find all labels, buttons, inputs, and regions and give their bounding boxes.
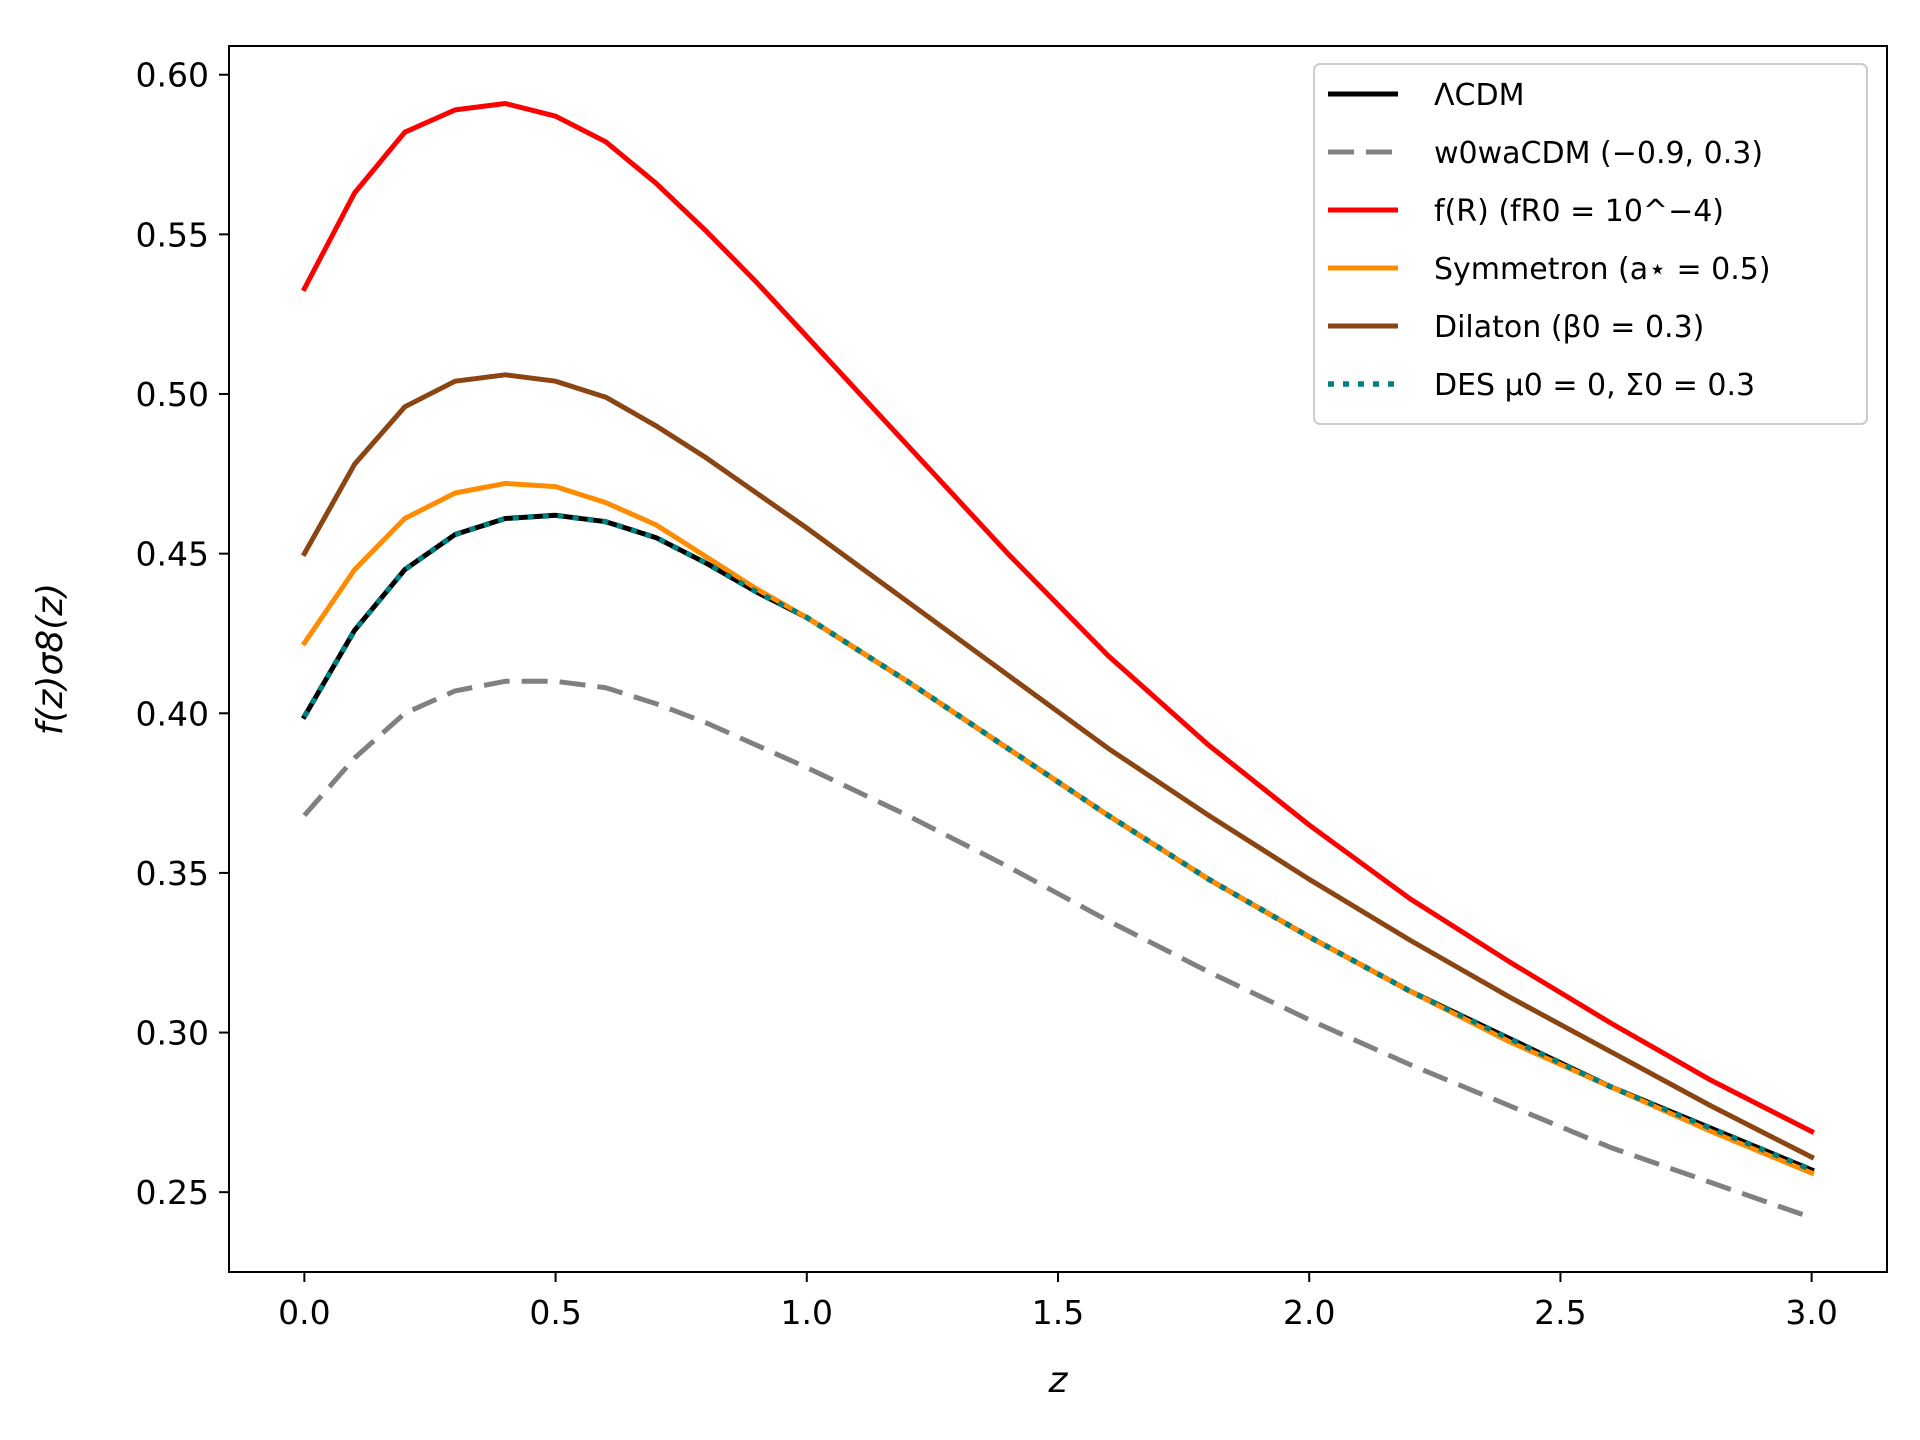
x-axis-label: z <box>1048 1360 1069 1401</box>
legend-label: ΛCDM <box>1434 78 1524 113</box>
y-tick-label: 0.40 <box>136 694 209 733</box>
y-axis: 0.25 0.30 0.35 0.40 0.45 0.50 0.55 0.60 <box>136 56 229 1212</box>
series-line-5 <box>302 512 1813 1173</box>
y-tick-label: 0.55 <box>136 215 209 254</box>
legend-label: Dilaton (β0 = 0.3) <box>1434 310 1704 345</box>
series-line-1 <box>302 678 1813 1221</box>
x-tick-label: 2.0 <box>1283 1293 1335 1332</box>
y-tick-label: 0.30 <box>136 1014 209 1053</box>
legend-label: w0waCDM (−0.9, 0.3) <box>1434 136 1763 171</box>
x-tick-label: 2.5 <box>1534 1293 1586 1332</box>
legend-label: Symmetron (a⋆ = 0.5) <box>1434 252 1771 287</box>
x-tick-label: 0.0 <box>278 1293 330 1332</box>
x-tick-label: 1.5 <box>1032 1293 1084 1332</box>
y-tick-label: 0.50 <box>136 375 209 414</box>
legend-label: DES μ0 = 0, Σ0 = 0.3 <box>1434 368 1755 403</box>
y-tick-label: 0.45 <box>136 535 209 574</box>
x-axis: 0.0 0.5 1.0 1.5 2.0 2.5 3.0 <box>278 1272 1838 1332</box>
y-axis-label: f(z)σ8(z) <box>30 583 71 735</box>
legend-label: f(R) (fR0 = 10^−4) <box>1434 194 1724 229</box>
legend-box <box>1313 63 1868 425</box>
x-tick-label: 0.5 <box>529 1293 581 1332</box>
series-line-4 <box>300 372 1815 1161</box>
x-tick-label: 3.0 <box>1785 1293 1837 1332</box>
y-tick-label: 0.25 <box>136 1173 209 1212</box>
series-line-2 <box>301 101 1815 1135</box>
y-tick-label: 0.35 <box>136 854 209 893</box>
series-layer <box>300 101 1815 1221</box>
y-tick-label: 0.60 <box>136 56 209 95</box>
x-tick-label: 1.0 <box>781 1293 833 1332</box>
legend: ΛCDM w0waCDM (−0.9, 0.3) f(R) (fR0 = 10^−4… <box>1313 63 1868 425</box>
